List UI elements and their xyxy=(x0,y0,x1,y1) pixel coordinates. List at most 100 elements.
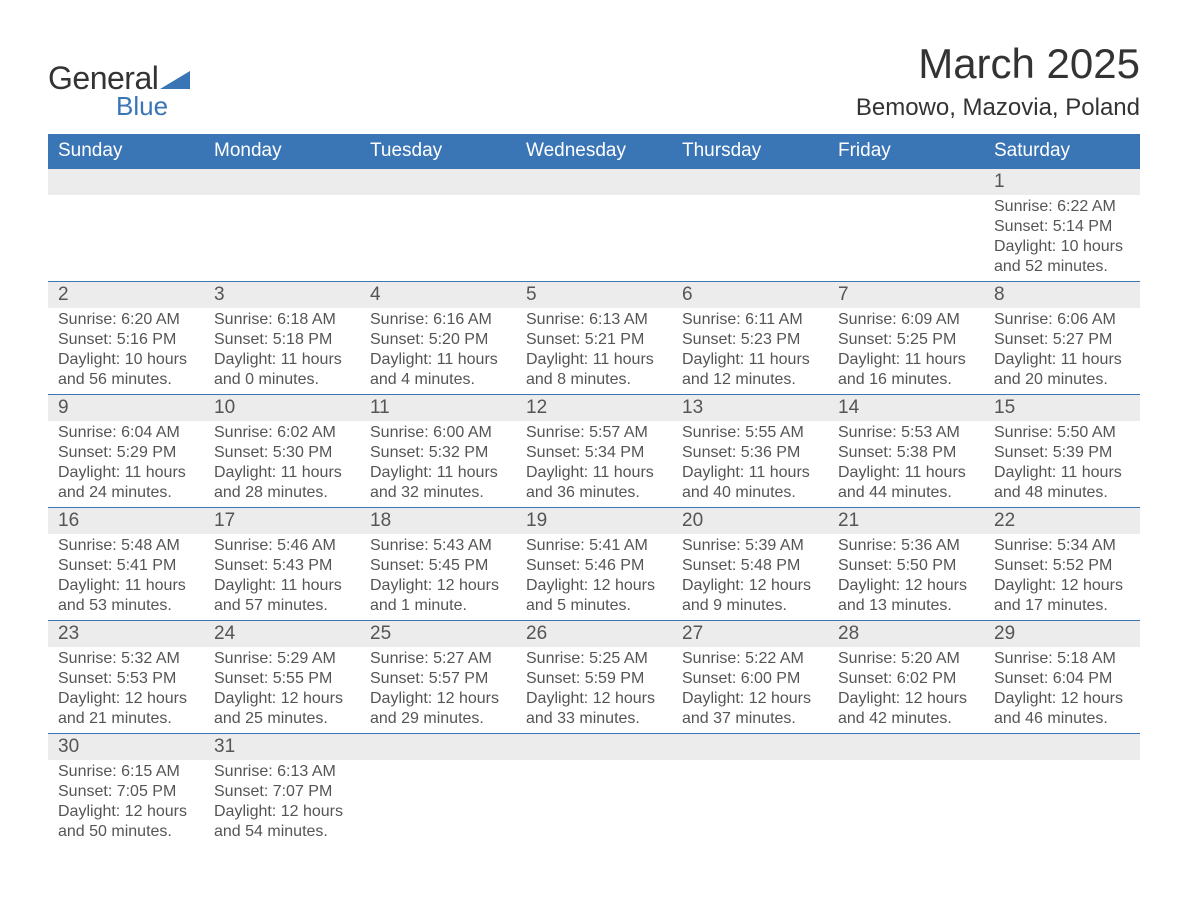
day-details: Sunrise: 5:25 AMSunset: 5:59 PMDaylight:… xyxy=(516,647,672,733)
daylight-text: Daylight: 11 hours and 28 minutes. xyxy=(214,463,350,503)
day-details: Sunrise: 6:04 AMSunset: 5:29 PMDaylight:… xyxy=(48,421,204,507)
day-number: 16 xyxy=(48,508,204,534)
day-number xyxy=(204,169,360,195)
day-details: Sunrise: 5:50 AMSunset: 5:39 PMDaylight:… xyxy=(984,421,1140,507)
calendar-day-cell: 30Sunrise: 6:15 AMSunset: 7:05 PMDayligh… xyxy=(48,734,204,847)
day-details: Sunrise: 5:48 AMSunset: 5:41 PMDaylight:… xyxy=(48,534,204,620)
daylight-text: Daylight: 11 hours and 40 minutes. xyxy=(682,463,818,503)
day-number: 22 xyxy=(984,508,1140,534)
sunrise-text: Sunrise: 5:57 AM xyxy=(526,423,662,443)
daylight-text: Daylight: 12 hours and 17 minutes. xyxy=(994,576,1130,616)
sunset-text: Sunset: 5:55 PM xyxy=(214,669,350,689)
sunset-text: Sunset: 5:14 PM xyxy=(994,217,1130,237)
day-number: 19 xyxy=(516,508,672,534)
sunrise-text: Sunrise: 6:22 AM xyxy=(994,197,1130,217)
day-number: 10 xyxy=(204,395,360,421)
day-number: 28 xyxy=(828,621,984,647)
daylight-text: Daylight: 11 hours and 48 minutes. xyxy=(994,463,1130,503)
sunset-text: Sunset: 5:36 PM xyxy=(682,443,818,463)
day-details: Sunrise: 6:00 AMSunset: 5:32 PMDaylight:… xyxy=(360,421,516,507)
calendar-day-cell xyxy=(828,169,984,282)
day-number: 13 xyxy=(672,395,828,421)
calendar-day-cell xyxy=(48,169,204,282)
daylight-text: Daylight: 12 hours and 25 minutes. xyxy=(214,689,350,729)
sunrise-text: Sunrise: 6:06 AM xyxy=(994,310,1130,330)
sunrise-text: Sunrise: 5:43 AM xyxy=(370,536,506,556)
daylight-text: Daylight: 12 hours and 37 minutes. xyxy=(682,689,818,729)
calendar-day-cell: 15Sunrise: 5:50 AMSunset: 5:39 PMDayligh… xyxy=(984,395,1140,508)
sunrise-text: Sunrise: 5:22 AM xyxy=(682,649,818,669)
sunset-text: Sunset: 5:50 PM xyxy=(838,556,974,576)
weekday-header: Friday xyxy=(828,134,984,169)
sunset-text: Sunset: 6:02 PM xyxy=(838,669,974,689)
day-number: 6 xyxy=(672,282,828,308)
sunrise-text: Sunrise: 6:16 AM xyxy=(370,310,506,330)
day-details xyxy=(516,195,672,273)
daylight-text: Daylight: 12 hours and 46 minutes. xyxy=(994,689,1130,729)
day-details: Sunrise: 5:57 AMSunset: 5:34 PMDaylight:… xyxy=(516,421,672,507)
sunset-text: Sunset: 5:52 PM xyxy=(994,556,1130,576)
calendar-day-cell: 2Sunrise: 6:20 AMSunset: 5:16 PMDaylight… xyxy=(48,282,204,395)
calendar-day-cell: 7Sunrise: 6:09 AMSunset: 5:25 PMDaylight… xyxy=(828,282,984,395)
sunrise-text: Sunrise: 6:11 AM xyxy=(682,310,818,330)
calendar-day-cell: 29Sunrise: 5:18 AMSunset: 6:04 PMDayligh… xyxy=(984,621,1140,734)
daylight-text: Daylight: 11 hours and 12 minutes. xyxy=(682,350,818,390)
day-number xyxy=(360,734,516,760)
calendar-day-cell: 26Sunrise: 5:25 AMSunset: 5:59 PMDayligh… xyxy=(516,621,672,734)
sunset-text: Sunset: 5:29 PM xyxy=(58,443,194,463)
calendar-day-cell: 9Sunrise: 6:04 AMSunset: 5:29 PMDaylight… xyxy=(48,395,204,508)
sunrise-text: Sunrise: 6:04 AM xyxy=(58,423,194,443)
logo: General Blue xyxy=(48,60,190,122)
sunrise-text: Sunrise: 5:39 AM xyxy=(682,536,818,556)
day-number: 25 xyxy=(360,621,516,647)
day-details: Sunrise: 5:46 AMSunset: 5:43 PMDaylight:… xyxy=(204,534,360,620)
day-number: 11 xyxy=(360,395,516,421)
day-details: Sunrise: 5:20 AMSunset: 6:02 PMDaylight:… xyxy=(828,647,984,733)
day-number: 20 xyxy=(672,508,828,534)
sunset-text: Sunset: 5:25 PM xyxy=(838,330,974,350)
sunrise-text: Sunrise: 6:20 AM xyxy=(58,310,194,330)
daylight-text: Daylight: 11 hours and 32 minutes. xyxy=(370,463,506,503)
day-details xyxy=(204,195,360,273)
sunrise-text: Sunrise: 6:15 AM xyxy=(58,762,194,782)
weekday-header: Sunday xyxy=(48,134,204,169)
day-number: 21 xyxy=(828,508,984,534)
calendar-week-row: 1Sunrise: 6:22 AMSunset: 5:14 PMDaylight… xyxy=(48,169,1140,282)
day-number xyxy=(828,169,984,195)
day-number xyxy=(48,169,204,195)
day-number xyxy=(672,734,828,760)
calendar-week-row: 30Sunrise: 6:15 AMSunset: 7:05 PMDayligh… xyxy=(48,734,1140,847)
day-details xyxy=(48,195,204,273)
daylight-text: Daylight: 12 hours and 21 minutes. xyxy=(58,689,194,729)
sunrise-text: Sunrise: 6:00 AM xyxy=(370,423,506,443)
calendar-week-row: 9Sunrise: 6:04 AMSunset: 5:29 PMDaylight… xyxy=(48,395,1140,508)
sunset-text: Sunset: 5:30 PM xyxy=(214,443,350,463)
day-details xyxy=(984,760,1140,838)
daylight-text: Daylight: 12 hours and 50 minutes. xyxy=(58,802,194,842)
sunrise-text: Sunrise: 5:34 AM xyxy=(994,536,1130,556)
day-details: Sunrise: 6:13 AMSunset: 7:07 PMDaylight:… xyxy=(204,760,360,846)
sunrise-text: Sunrise: 5:53 AM xyxy=(838,423,974,443)
sunset-text: Sunset: 5:18 PM xyxy=(214,330,350,350)
sunset-text: Sunset: 5:45 PM xyxy=(370,556,506,576)
calendar-body: 1Sunrise: 6:22 AMSunset: 5:14 PMDaylight… xyxy=(48,169,1140,847)
logo-triangle-icon xyxy=(160,67,190,94)
sunrise-text: Sunrise: 6:02 AM xyxy=(214,423,350,443)
day-number xyxy=(516,734,672,760)
daylight-text: Daylight: 11 hours and 4 minutes. xyxy=(370,350,506,390)
day-number: 5 xyxy=(516,282,672,308)
calendar-day-cell xyxy=(360,169,516,282)
sunrise-text: Sunrise: 5:46 AM xyxy=(214,536,350,556)
day-details xyxy=(672,760,828,838)
daylight-text: Daylight: 12 hours and 13 minutes. xyxy=(838,576,974,616)
daylight-text: Daylight: 11 hours and 57 minutes. xyxy=(214,576,350,616)
sunset-text: Sunset: 7:07 PM xyxy=(214,782,350,802)
day-details xyxy=(828,195,984,273)
day-number xyxy=(516,169,672,195)
day-details: Sunrise: 6:11 AMSunset: 5:23 PMDaylight:… xyxy=(672,308,828,394)
sunrise-text: Sunrise: 6:13 AM xyxy=(214,762,350,782)
calendar-day-cell: 16Sunrise: 5:48 AMSunset: 5:41 PMDayligh… xyxy=(48,508,204,621)
day-number: 15 xyxy=(984,395,1140,421)
title-block: March 2025 Bemowo, Mazovia, Poland xyxy=(856,40,1140,122)
sunset-text: Sunset: 5:32 PM xyxy=(370,443,506,463)
